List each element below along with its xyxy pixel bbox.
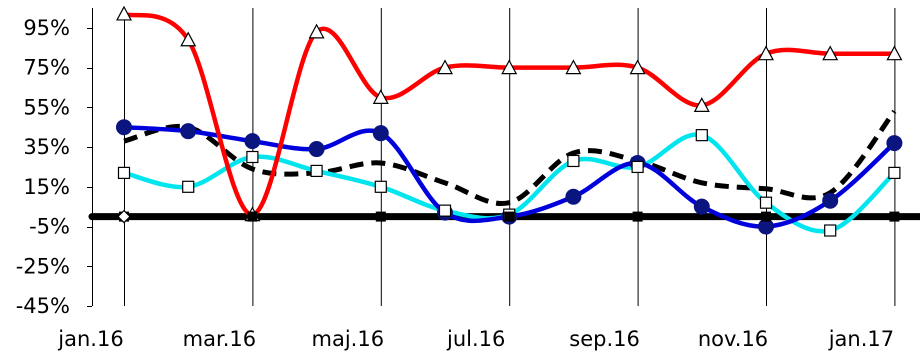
series-2-point-5: [438, 204, 452, 217]
series-1-point-7: [565, 188, 582, 205]
series-4-point-12: [889, 211, 900, 222]
series-4-point-2: [247, 211, 258, 222]
series-0-point-1: [180, 31, 197, 47]
series-4-point-8: [632, 211, 643, 222]
axes: [87, 8, 93, 307]
series-3-line: [123, 109, 897, 207]
series-1-point-2: [244, 133, 261, 150]
y-tick-label: -25%: [16, 254, 70, 278]
series-0-point-5: [436, 59, 454, 75]
series-0-point-10: [757, 45, 775, 61]
series-0-point-12: [886, 45, 903, 61]
y-tick-label: 95%: [23, 16, 70, 40]
series-2-point-9: [695, 129, 708, 142]
series-4-point-10: [761, 211, 771, 222]
series-0-point-3: [308, 23, 325, 39]
annotation-point-0: [117, 209, 131, 224]
series-0-point-0: [115, 5, 133, 21]
series-4-point-6: [504, 211, 515, 222]
series-1-point-1: [180, 123, 197, 140]
series-0-point-9: [693, 97, 710, 112]
series-markers: [115, 5, 903, 237]
x-tick-label: jan.17: [828, 327, 894, 351]
y-tick-label: 15%: [23, 175, 70, 199]
series-0-point-4: [372, 89, 389, 105]
series-2-point-11: [824, 224, 837, 237]
series-1-point-11: [822, 192, 839, 209]
series-0-point-11: [822, 45, 839, 61]
x-tick-label: mar.16: [183, 327, 256, 351]
series-0-point-8: [629, 59, 646, 75]
series-1-point-0: [116, 119, 132, 136]
series-2-point-4: [374, 180, 387, 193]
y-tick-label: 75%: [23, 56, 70, 80]
tick-labels: 95% 75% 55% 35% 15% -5% -25% -45% jan.16 mar.16 ma…: [16, 16, 894, 351]
grid-lines: [124, 8, 896, 306]
x-tick-label: jan.16: [57, 327, 123, 351]
y-tick-label: -5%: [29, 215, 70, 239]
series-2-point-7: [567, 154, 580, 168]
series-2-point-8: [631, 160, 644, 174]
series-2-point-2: [246, 150, 259, 164]
series-lines: [88, 11, 920, 234]
y-tick-label: 55%: [23, 95, 70, 119]
series-0-line: [121, 11, 897, 217]
x-tick-label: sep.16: [569, 327, 640, 351]
series-1-point-3: [308, 141, 325, 158]
series-1-point-9: [693, 198, 710, 215]
series-0-point-7: [565, 59, 582, 75]
x-tick-label: nov.16: [698, 327, 768, 351]
series-0-point-6: [501, 59, 518, 75]
series-2-point-12: [888, 166, 901, 179]
y-tick-label: 35%: [23, 135, 70, 159]
series-2-point-1: [182, 180, 195, 193]
series-2-point-0: [117, 166, 131, 179]
y-tick-label: -45%: [16, 294, 70, 318]
series-2-point-10: [759, 196, 773, 209]
series-1-point-4: [372, 125, 389, 142]
series-2-point-3: [310, 164, 323, 178]
series-4-point-4: [375, 211, 386, 222]
x-tick-label: maj.16: [312, 327, 385, 351]
series-1-point-12: [886, 135, 903, 152]
x-tick-label: jul.16: [446, 327, 505, 351]
